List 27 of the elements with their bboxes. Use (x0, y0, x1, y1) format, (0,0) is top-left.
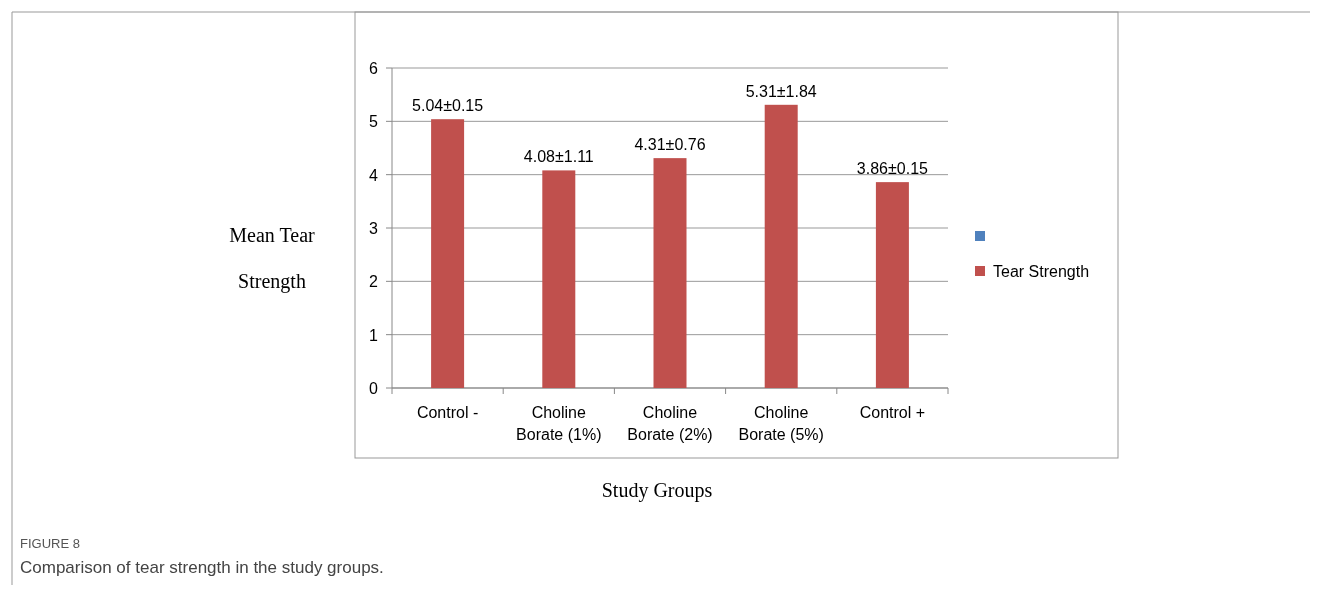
data-label: 5.31±1.84 (745, 82, 817, 100)
legend-label: Tear Strength (993, 263, 1090, 280)
bar (764, 104, 798, 388)
y-tick-label: 0 (369, 380, 379, 397)
caption: FIGURE 8 (20, 536, 80, 551)
x-tick-label: Choline Borate (5%) (738, 404, 824, 443)
y-tick-label: 1 (369, 326, 379, 344)
x-tick-label: Control - (416, 404, 479, 421)
y-tick-label: 3 (369, 220, 379, 237)
data-label: 4.31±0.76 (634, 136, 706, 154)
x-axis-title: Study Groups (601, 479, 713, 502)
data-label: 4.08±1.11 (523, 148, 594, 166)
bar (653, 158, 687, 388)
data-label: 3.86±0.15 (856, 160, 929, 178)
x-tick-label: Choline Borate (1%) (516, 404, 602, 443)
bar (875, 182, 909, 388)
x-tick-label: Control + (859, 404, 926, 421)
bar (431, 119, 465, 388)
data-label: 5.04±0.15 (412, 97, 484, 115)
x-tick-label: Choline Borate (2%) (627, 404, 713, 443)
y-tick-label: 2 (369, 273, 379, 291)
text: Comparison of tear strength in the study groups. (20, 558, 384, 577)
y-tick-label: 5 (369, 113, 379, 131)
text: Mean Tear Strength (229, 224, 315, 292)
y-tick-label: 4 (369, 166, 379, 184)
y-tick-label: 6 (369, 60, 379, 77)
bar (542, 170, 576, 388)
